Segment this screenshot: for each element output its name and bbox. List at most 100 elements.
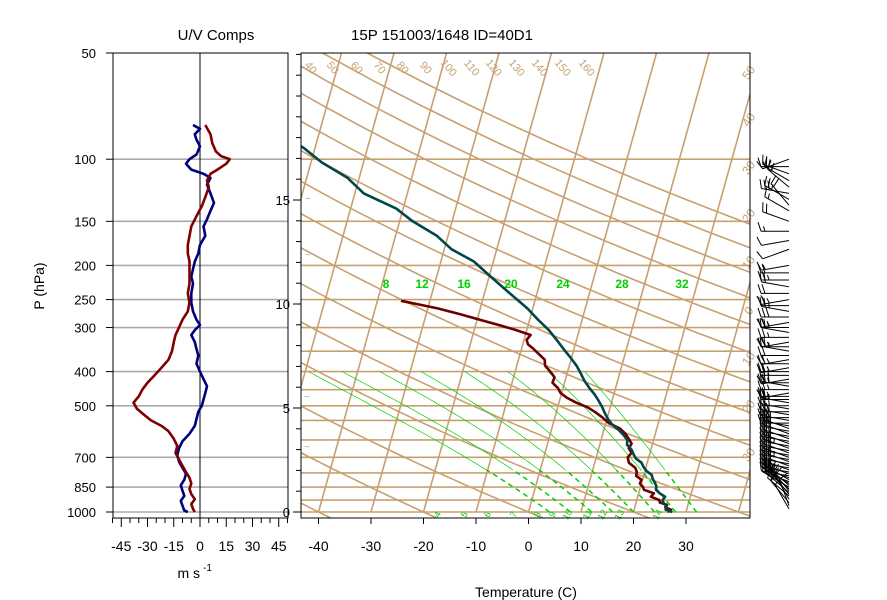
dry-adiabat-120 bbox=[301, 180, 750, 383]
barb-flag-27-0 bbox=[757, 337, 762, 347]
barb-flag-60-4 bbox=[763, 437, 766, 447]
isotherm-m100 bbox=[4, 53, 132, 512]
wind-barb-8 bbox=[764, 187, 790, 212]
barb-half-62 bbox=[768, 446, 770, 452]
left-adiabat-mark-1: ~ bbox=[305, 250, 311, 261]
isotherm-m40 bbox=[317, 53, 448, 513]
uv-ptick-label-300: 300 bbox=[74, 321, 96, 336]
mixing-ratio-label-1: 12 bbox=[415, 277, 429, 291]
barb-flag-5-0 bbox=[759, 179, 762, 189]
barb-staff-39 bbox=[761, 392, 790, 399]
barb-flag-3-0 bbox=[764, 157, 768, 167]
barb-half-20 bbox=[768, 302, 770, 308]
right-label-5: 0 bbox=[741, 304, 756, 318]
barb-flag-80-0 bbox=[770, 460, 777, 470]
skewt-xtick-label-0: 0 bbox=[525, 538, 533, 554]
height-tick-label-5: 5 bbox=[283, 401, 290, 416]
uv-ptick-label-150: 150 bbox=[74, 214, 96, 229]
barb-flag-42-4 bbox=[763, 389, 766, 399]
isotherm-m60 bbox=[301, 53, 343, 202]
isotherm-m90 bbox=[56, 53, 184, 512]
barb-staff-44 bbox=[761, 403, 790, 410]
dry-adiabat-180 bbox=[301, 92, 750, 299]
barb-half-10 bbox=[763, 226, 766, 232]
wind-barb-10 bbox=[757, 222, 789, 232]
isotherm-label-5: 90 bbox=[417, 60, 434, 77]
barb-flag-48-0 bbox=[759, 406, 762, 416]
uv-panel: U/V Comps P (hPa) 5010015020025030040050… bbox=[31, 27, 289, 581]
barb-flag-11-0 bbox=[756, 236, 762, 246]
uv-xlabel-exponent: -1 bbox=[203, 563, 212, 574]
barb-staff-9 bbox=[762, 211, 790, 222]
barb-flag-27-4 bbox=[761, 337, 766, 347]
dry-adiabat-200 bbox=[301, 65, 750, 274]
skewt-temperature-ticks: -40 -30 -20 -10 0 10 20 30 bbox=[308, 518, 694, 554]
barb-half-28 bbox=[768, 342, 770, 348]
barb-flag-45-8 bbox=[765, 402, 770, 412]
isotherm-50 bbox=[791, 53, 887, 512]
barb-flag-6-0 bbox=[764, 176, 768, 186]
uv-ptick-label-400: 400 bbox=[74, 365, 96, 380]
barb-flag-21-8 bbox=[765, 307, 770, 318]
uv-xtick-label-15: 15 bbox=[218, 538, 234, 554]
barb-flag-72-0 bbox=[759, 461, 762, 472]
bottom-label-9: 13 bbox=[613, 508, 627, 522]
dry-adiabat--20 bbox=[301, 451, 439, 518]
barb-flag-81-0 bbox=[767, 465, 772, 475]
wind-barb-14 bbox=[757, 263, 789, 274]
barb-flag-4-0 bbox=[767, 160, 772, 170]
barb-flag-48-4 bbox=[763, 406, 766, 417]
moist-adiabat-lower-1 bbox=[512, 469, 571, 513]
wind-barb-31 bbox=[757, 354, 789, 365]
skewt-panel: 15P 151003/1648 ID=40D1 40 50 60 70 80 90 100 1… bbox=[4, 27, 887, 600]
barb-staff-4 bbox=[767, 168, 790, 188]
mixing-ratio-label-5: 28 bbox=[615, 277, 629, 291]
barb-flag-19-0 bbox=[757, 296, 762, 306]
moist-adiabat-upper-2 bbox=[379, 371, 540, 471]
uv-pressure-ticks: 50 100 150 200 250 300 400 500 700 850 1000 bbox=[67, 46, 113, 520]
isotherm-label-7: 110 bbox=[461, 57, 481, 78]
skewt-title: 15P 151003/1648 ID=40D1 bbox=[351, 27, 533, 44]
barb-flag-54-0 bbox=[759, 421, 762, 432]
barb-flag-52-0 bbox=[759, 416, 762, 427]
barb-staff-28 bbox=[761, 345, 790, 352]
wind-barb-86 bbox=[778, 473, 790, 506]
bottom-label-3: 7 bbox=[508, 510, 519, 519]
isotherm-0 bbox=[527, 53, 658, 513]
uv-title: U/V Comps bbox=[178, 27, 255, 44]
uv-ptick-label-700: 700 bbox=[74, 450, 96, 465]
wind-barb-48 bbox=[759, 406, 790, 421]
isotherm-label-8: 120 bbox=[483, 57, 504, 79]
dry-adiabat-100 bbox=[301, 212, 750, 414]
wind-barb-13 bbox=[756, 261, 790, 271]
wind-barb-22 bbox=[756, 317, 790, 328]
isotherm-label-10: 140 bbox=[529, 57, 550, 79]
height-tick-label-15: 15 bbox=[276, 193, 290, 208]
right-label-2: 30 bbox=[739, 158, 758, 177]
skewt-xtick-label-10: 10 bbox=[573, 538, 589, 554]
barb-half-18 bbox=[766, 298, 770, 304]
barb-staff-86 bbox=[778, 479, 790, 506]
barb-staff-22 bbox=[761, 321, 790, 328]
uv-series-group bbox=[132, 123, 232, 514]
barb-flag-25-0 bbox=[757, 328, 762, 338]
skewt-xtick-label-20: 20 bbox=[626, 538, 642, 554]
barb-flag-33-0 bbox=[757, 362, 762, 372]
barb-staff-2 bbox=[762, 163, 790, 175]
moist-adiabat-upper-4 bbox=[464, 371, 592, 471]
bottom-label-7: 11 bbox=[581, 508, 594, 521]
barb-flag-14-0 bbox=[757, 263, 762, 274]
barb-half-23 bbox=[767, 322, 770, 328]
wind-barb-44 bbox=[759, 394, 790, 410]
isotherm-label-9: 130 bbox=[506, 57, 527, 79]
dry-adiabat-0 bbox=[301, 405, 546, 518]
dry-adiabat-60 bbox=[301, 282, 750, 481]
skewt-height-ticks: 0 5 10 15 bbox=[276, 53, 301, 520]
barb-flag-33-4 bbox=[761, 362, 766, 372]
isotherm-20 bbox=[632, 91, 750, 513]
barb-flag-21-4 bbox=[761, 307, 766, 318]
wind-barbs bbox=[756, 154, 790, 510]
barb-flag-66-0 bbox=[759, 449, 762, 459]
isotherm-40 bbox=[737, 467, 750, 513]
barb-flag-82-0 bbox=[770, 464, 777, 473]
